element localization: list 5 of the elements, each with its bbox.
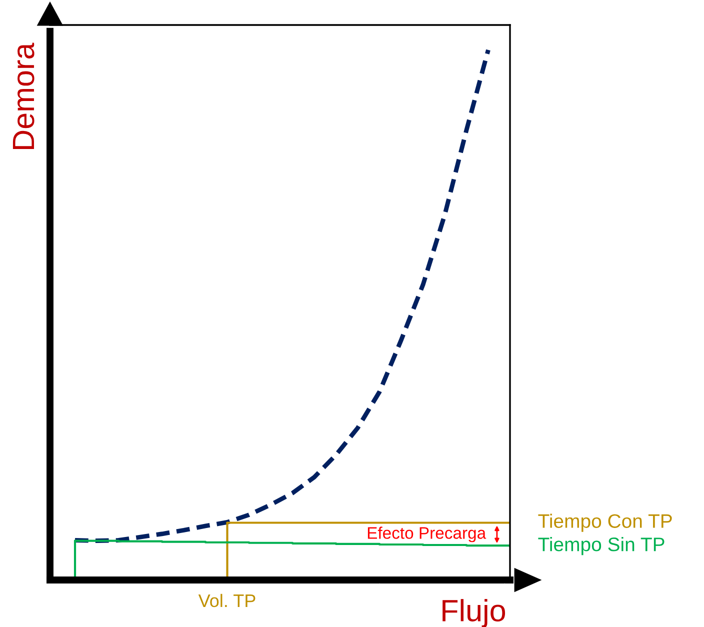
series-label: Tiempo Con TP (538, 514, 672, 532)
y-axis-title: Demora (12, 42, 34, 149)
series-label: Tiempo Sin TP (538, 537, 664, 556)
text: Vol. TP (198, 594, 256, 608)
annotation: Efecto Precarga (368, 526, 486, 542)
